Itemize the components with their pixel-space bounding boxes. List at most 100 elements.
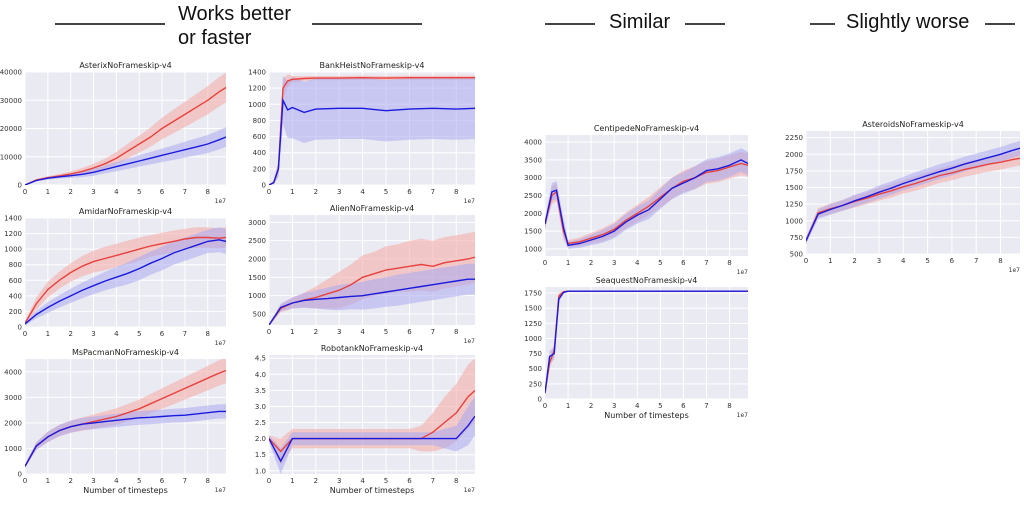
plot-area	[545, 287, 748, 399]
y-tick-label: 600	[253, 133, 266, 141]
y-tick-label: 1000	[4, 445, 22, 453]
y-tick-label: 0	[262, 182, 266, 190]
y-tick-label: 4000	[524, 139, 542, 147]
x-exponent-label: 1e7	[215, 198, 227, 205]
y-tick-label: 0	[18, 471, 22, 479]
y-tick-label: 1250	[524, 320, 542, 328]
chart-title: AsteroidsNoFrameskip-v4	[862, 120, 964, 129]
y-tick-label: 1200	[4, 230, 22, 238]
x-tick-label: 3	[337, 188, 341, 196]
x-tick-label: 2	[314, 188, 318, 196]
y-tick-label: 10000	[0, 153, 22, 161]
chart-svg: AsteroidsNoFrameskip-v450075010001250150…	[785, 120, 1021, 274]
x-tick-label: 1	[290, 328, 294, 336]
y-tick-label: 3000	[248, 219, 266, 227]
y-tick-label: 1000	[248, 292, 266, 300]
y-tick-label: 1.5	[255, 451, 266, 459]
x-tick-label: 6	[407, 328, 412, 336]
x-tick-label: 4	[635, 259, 640, 267]
chart-asteroids: AsteroidsNoFrameskip-v4 500 750 1000 1250 150…	[776, 117, 1024, 278]
x-tick-label: 6	[407, 188, 412, 196]
x-tick-label: 1	[828, 257, 832, 265]
y-tick-label: 200	[253, 165, 266, 173]
chart-title: AlienNoFrameskip-v4	[330, 204, 414, 213]
y-tick-label: 500	[253, 311, 266, 319]
header-works-better: Works better	[178, 3, 291, 25]
x-tick-label: 2	[852, 257, 856, 265]
y-tick-label: 1000	[524, 245, 542, 253]
x-exponent-label: 1e7	[464, 338, 476, 345]
x-tick-label: 7	[431, 328, 435, 336]
x-tick-label: 7	[704, 259, 708, 267]
y-tick-label: 500	[790, 251, 803, 259]
y-tick-label: 1750	[785, 167, 803, 175]
chart-alien: AlienNoFrameskip-v4 500 1000 1500 2000 2500 30…	[239, 201, 479, 349]
y-tick-label: 3500	[524, 156, 542, 164]
x-tick-label: 2	[68, 477, 72, 485]
chart-amidar: AmidarNoFrameskip-v4 0 200 400 600 800 1000 120…	[0, 204, 230, 351]
y-tick-label: 2500	[524, 192, 542, 200]
y-tick-label: 1000	[4, 246, 22, 254]
red-confidence-band	[806, 150, 1020, 244]
blue-series-line	[269, 278, 475, 325]
x-axis-label: Number of timesteps	[83, 486, 167, 495]
x-tick-label: 0	[543, 402, 547, 410]
x-tick-label: 0	[804, 257, 808, 265]
x-tick-label: 2	[68, 188, 72, 196]
x-tick-label: 7	[431, 477, 435, 485]
header-slightly-worse: Slightly worse	[846, 11, 970, 33]
x-tick-label: 2	[314, 328, 318, 336]
header-worse-rule-left	[810, 23, 835, 25]
x-exponent-label: 1e7	[737, 269, 749, 276]
x-exponent-label: 1e7	[1009, 267, 1021, 274]
blue-confidence-band	[25, 404, 226, 468]
x-tick-label: 7	[183, 330, 187, 338]
x-tick-label: 8	[998, 257, 1002, 265]
x-tick-label: 6	[160, 477, 165, 485]
y-tick-label: 2.0	[255, 435, 266, 443]
y-tick-label: 400	[253, 149, 266, 157]
x-tick-label: 4	[635, 402, 640, 410]
y-tick-label: 0	[18, 182, 22, 190]
chart-svg: BankHeistNoFrameskip-v4 0 200 400 600 800 1000…	[248, 61, 475, 205]
x-tick-label: 6	[160, 188, 165, 196]
y-tick-label: 200	[9, 308, 22, 316]
x-tick-label: 5	[137, 188, 141, 196]
chart-title: BankHeistNoFrameskip-v4	[320, 61, 425, 70]
y-tick-label: 2250	[785, 134, 803, 142]
x-tick-label: 0	[267, 188, 271, 196]
x-tick-label: 3	[91, 330, 95, 338]
x-tick-label: 4	[901, 257, 906, 265]
x-tick-label: 3	[337, 477, 341, 485]
x-tick-label: 5	[137, 477, 141, 485]
chart-title: AmidarNoFrameskip-v4	[79, 207, 172, 216]
header-or-faster: or faster	[178, 27, 252, 49]
x-tick-label: 8	[454, 477, 458, 485]
y-tick-label: 250	[529, 380, 542, 388]
x-tick-label: 0	[267, 328, 271, 336]
chart-svg: MsPacmanNoFrameskip-v4 0 1000 2000 3000 4000 0…	[4, 348, 226, 495]
x-tick-label: 4	[114, 477, 119, 485]
x-tick-label: 1	[46, 477, 50, 485]
y-tick-label: 0	[18, 324, 22, 332]
x-tick-label: 7	[183, 188, 187, 196]
x-tick-label: 2	[589, 259, 593, 267]
y-tick-label: 4.0	[255, 371, 266, 379]
chart-svg: CentipedeNoFrameskip-v4 1000 1500 2000 2500 3…	[524, 124, 749, 276]
x-tick-label: 0	[23, 188, 27, 196]
y-tick-label: 2000	[524, 210, 542, 218]
header-rule-left	[55, 23, 165, 25]
x-tick-label: 0	[543, 259, 547, 267]
x-tick-label: 8	[727, 259, 731, 267]
blue-confidence-band	[269, 396, 475, 474]
x-exponent-label: 1e7	[737, 412, 749, 419]
header-similar: Similar	[609, 11, 671, 33]
x-tick-label: 5	[384, 188, 388, 196]
y-tick-label: 1500	[785, 184, 803, 192]
y-tick-label: 1500	[248, 274, 266, 282]
x-tick-label: 3	[91, 477, 95, 485]
y-tick-label: 400	[9, 292, 22, 300]
x-tick-label: 5	[384, 328, 388, 336]
y-tick-label: 1000	[785, 217, 803, 225]
x-tick-label: 8	[205, 188, 209, 196]
